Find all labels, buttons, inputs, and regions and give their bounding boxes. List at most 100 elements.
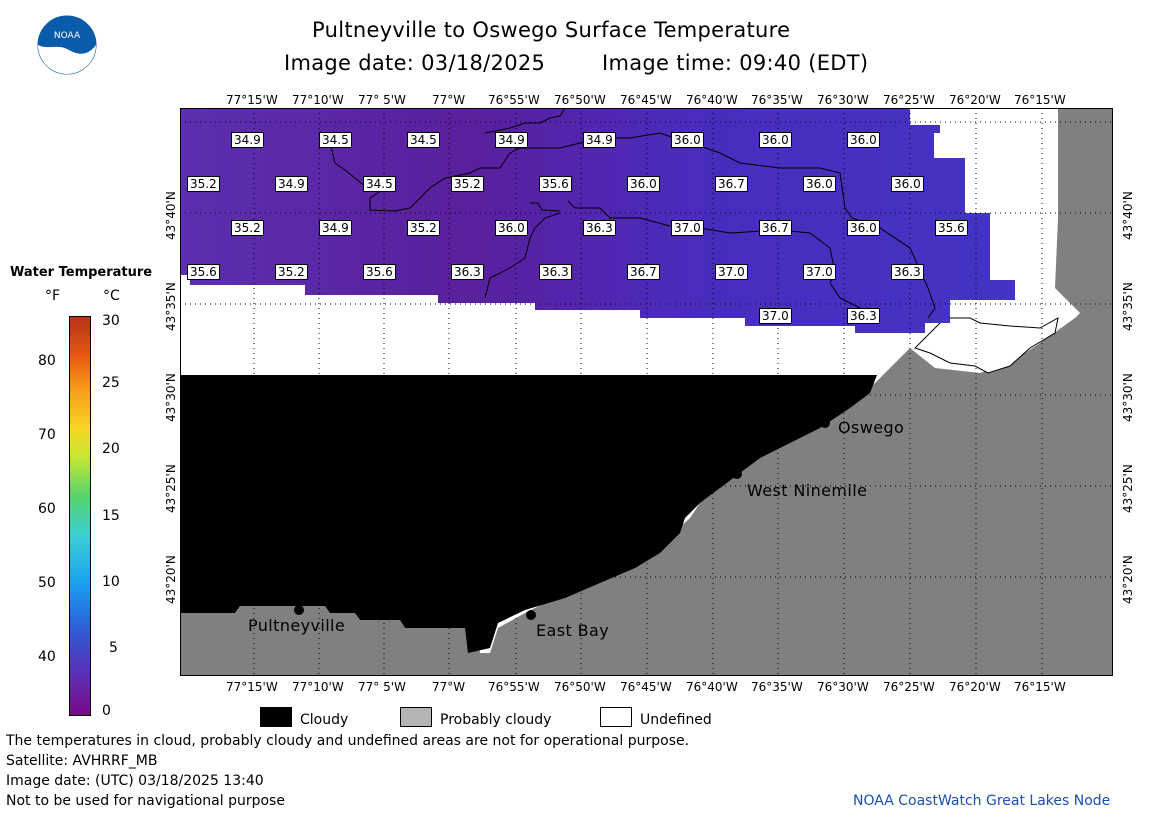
temp-label: 35.6 [187, 264, 220, 280]
legend-c-tick: 30 [102, 313, 120, 329]
lat-label: 43°30'N [164, 373, 178, 422]
legend-c-tick: 10 [102, 574, 120, 590]
lon-label: 76°25'W [883, 93, 935, 107]
temp-label: 36.3 [847, 308, 880, 324]
temp-label: 35.2 [231, 220, 264, 236]
legend-f-tick: 80 [38, 353, 56, 369]
legend-f-tick: 40 [38, 649, 56, 665]
temp-label: 34.9 [319, 220, 352, 236]
lon-label: 76°30'W [817, 93, 869, 107]
footer-nav-warning: Not to be used for navigational purpose [6, 793, 285, 809]
footer-satellite: Satellite: AVHRRF_MB [6, 753, 158, 769]
place-oswego: Oswego [838, 418, 905, 437]
probably-cloudy-swatch [400, 707, 432, 727]
lat-label: 43°25'N [1121, 464, 1135, 513]
footer-credit[interactable]: NOAA CoastWatch Great Lakes Node [853, 793, 1111, 809]
undefined-coast [914, 317, 1059, 374]
legend-unit-f: °F [45, 288, 61, 304]
lon-label: 77°10'W [292, 93, 344, 107]
temp-label: 35.2 [187, 176, 220, 192]
place-west-ninemile: West Ninemile [747, 481, 868, 500]
temp-label: 37.0 [759, 308, 792, 324]
lon-label: 76°55'W [488, 680, 540, 694]
temp-label: 36.0 [847, 220, 880, 236]
lon-label: 76°35'W [751, 680, 803, 694]
temp-label: 35.2 [275, 264, 308, 280]
temp-label: 35.6 [363, 264, 396, 280]
legend-c-tick: 25 [102, 375, 120, 391]
temp-label: 36.0 [671, 132, 704, 148]
lat-label: 43°20'N [1121, 555, 1135, 604]
legend-unit-c: °C [103, 288, 120, 304]
lon-label: 77°10'W [292, 680, 344, 694]
graticule [180, 108, 1113, 676]
lon-label: 76°15'W [1014, 680, 1066, 694]
lon-label: 77°15'W [226, 680, 278, 694]
temp-label: 34.9 [275, 176, 308, 192]
temp-label: 34.5 [319, 132, 352, 148]
lat-label: 43°25'N [164, 464, 178, 513]
lon-label: 77°15'W [226, 93, 278, 107]
east-bay-marker [526, 610, 536, 620]
lat-label: 43°35'N [1121, 282, 1135, 331]
lon-label: 76°15'W [1014, 93, 1066, 107]
lon-label: 76°45'W [620, 93, 672, 107]
lon-label: 76°20'W [949, 680, 1001, 694]
legend-f-tick: 50 [38, 575, 56, 591]
image-date: Image date: 03/18/2025 [284, 51, 546, 75]
temp-label: 36.0 [803, 176, 836, 192]
lon-label: 76°35'W [751, 93, 803, 107]
page-title: Pultneyville to Oswego Surface Temperatu… [312, 18, 791, 42]
temp-label: 34.9 [583, 132, 616, 148]
lon-label: 76°45'W [620, 680, 672, 694]
lon-label: 76°40'W [686, 680, 738, 694]
temp-label: 37.0 [803, 264, 836, 280]
temp-label: 35.2 [451, 176, 484, 192]
temp-label: 36.7 [759, 220, 792, 236]
lon-label: 76°30'W [817, 680, 869, 694]
temp-label: 34.5 [363, 176, 396, 192]
temp-label: 36.3 [539, 264, 572, 280]
logo-text: NOAA [54, 31, 81, 41]
cloudy-label: Cloudy [300, 712, 349, 728]
temp-label: 36.3 [891, 264, 924, 280]
temp-label: 35.2 [407, 220, 440, 236]
legend-f-tick: 60 [38, 501, 56, 517]
lat-label: 43°30'N [1121, 373, 1135, 422]
undefined-label: Undefined [640, 712, 712, 728]
legend-f-tick: 70 [38, 427, 56, 443]
temp-label: 34.9 [231, 132, 264, 148]
temp-label: 36.7 [715, 176, 748, 192]
temp-label: 36.0 [847, 132, 880, 148]
temp-label: 36.0 [891, 176, 924, 192]
legend-c-tick: 20 [102, 441, 120, 457]
pultneyville-marker [294, 605, 304, 615]
temp-label: 36.7 [627, 264, 660, 280]
west-ninemile-marker [732, 469, 742, 479]
temp-label: 35.6 [935, 220, 968, 236]
footer-note: The temperatures in cloud, probably clou… [6, 733, 690, 749]
land-area [180, 108, 1113, 676]
lon-label: 76°40'W [686, 93, 738, 107]
cloudy-area [180, 375, 877, 653]
lon-label: 77° 5'W [358, 680, 406, 694]
footer-utc-date: Image date: (UTC) 03/18/2025 13:40 [6, 773, 264, 789]
legend-title: Water Temperature [10, 265, 153, 280]
lon-label: 77° 5'W [358, 93, 406, 107]
noaa-logo: NOAA [36, 14, 98, 76]
temperature-map [180, 108, 1113, 676]
place-east-bay: East Bay [536, 621, 610, 640]
image-time: Image time: 09:40 (EDT) [602, 51, 869, 75]
lat-label: 43°35'N [164, 282, 178, 331]
legend-c-tick: 5 [109, 640, 118, 656]
lat-label: 43°20'N [164, 555, 178, 604]
color-scale-bar [69, 316, 91, 716]
lon-label: 77°W [432, 93, 466, 107]
lon-label: 76°55'W [488, 93, 540, 107]
temp-label: 36.3 [451, 264, 484, 280]
place-pultneyville: Pultneyville [248, 616, 346, 635]
legend-c-tick: 0 [102, 703, 111, 719]
lon-label: 76°50'W [554, 680, 606, 694]
legend-c-tick: 15 [102, 508, 120, 524]
temp-label: 34.9 [495, 132, 528, 148]
